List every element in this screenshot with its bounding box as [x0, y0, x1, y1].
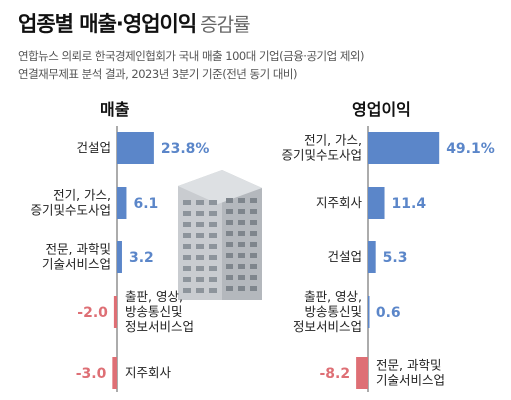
sales-category-label-2: 전문, 과학및 기술서비스업 — [42, 242, 111, 272]
profit-category-label-0: 전기, 가스, 증기및수도사업 — [281, 133, 362, 163]
sales-bar-0 — [117, 132, 154, 164]
chart-title: 업종별 매출·영업이익 증감률 — [18, 8, 251, 38]
profit-category-label-1: 지주회사 — [316, 195, 363, 210]
source-note-line1: 연합뉴스 의뢰로 한국경제인협회가 국내 매출 100대 기업(금융·공기업 제… — [18, 49, 364, 63]
profit-value-label-0: 49.1% — [446, 141, 495, 157]
sales-value-label-0: 23.8% — [161, 141, 210, 157]
right-panel-operating-profit: 49.1% 전기, 가스, 증기및수도사업 11.4 지주회사 5.3 건설업 0.6 출판, … — [281, 126, 495, 392]
profit-value-label-4: -8.2 — [319, 366, 350, 382]
source-note-line2: 연결재무제표 분석 결과, 2023년 3분기 기준(전년 동기 대비) — [18, 67, 297, 81]
sales-bar-3 — [113, 296, 117, 328]
sales-bar-1 — [117, 187, 127, 219]
sales-value-label-3: -2.0 — [77, 305, 108, 321]
right-panel-title: 영업이익 — [352, 100, 411, 119]
profit-category-label-3: 출판, 영상, 방송통신및 정보서비스업 — [293, 289, 362, 334]
profit-category-label-2: 건설업 — [327, 249, 362, 264]
sales-bar-4 — [112, 357, 117, 389]
profit-bar-1 — [368, 187, 385, 219]
sales-value-label-4: -3.0 — [76, 366, 107, 382]
profit-bar-2 — [368, 241, 376, 273]
profit-bar-4 — [356, 357, 368, 389]
title-suffix: 증감률 — [200, 14, 250, 36]
profit-bar-3 — [368, 296, 370, 328]
sales-category-label-1: 전기, 가스, 증기및수도사업 — [30, 188, 111, 218]
profit-value-label-1: 11.4 — [392, 196, 427, 212]
building-illustration — [178, 170, 262, 300]
profit-value-label-3: 0.6 — [376, 305, 401, 321]
title-main: 업종별 매출·영업이익 — [18, 12, 197, 36]
sales-category-label-0: 건설업 — [76, 140, 111, 155]
sales-category-label-4: 지주회사 — [125, 365, 172, 380]
left-panel-sales: 23.8% 건설업 6.1 전기, 가스, 증기및수도사업 3.2 전문, 과학및 기술서비스… — [30, 126, 209, 392]
profit-bar-0 — [368, 132, 440, 164]
left-panel-title: 매출 — [100, 100, 130, 119]
sales-value-label-2: 3.2 — [129, 250, 154, 266]
profit-category-label-4: 전문, 과학및 기술서비스업 — [376, 358, 445, 388]
sales-bar-2 — [117, 241, 122, 273]
sales-category-label-3: 출판, 영상, 방송통신및 정보서비스업 — [125, 289, 194, 334]
profit-value-label-2: 5.3 — [383, 250, 408, 266]
sales-value-label-1: 6.1 — [133, 196, 158, 212]
